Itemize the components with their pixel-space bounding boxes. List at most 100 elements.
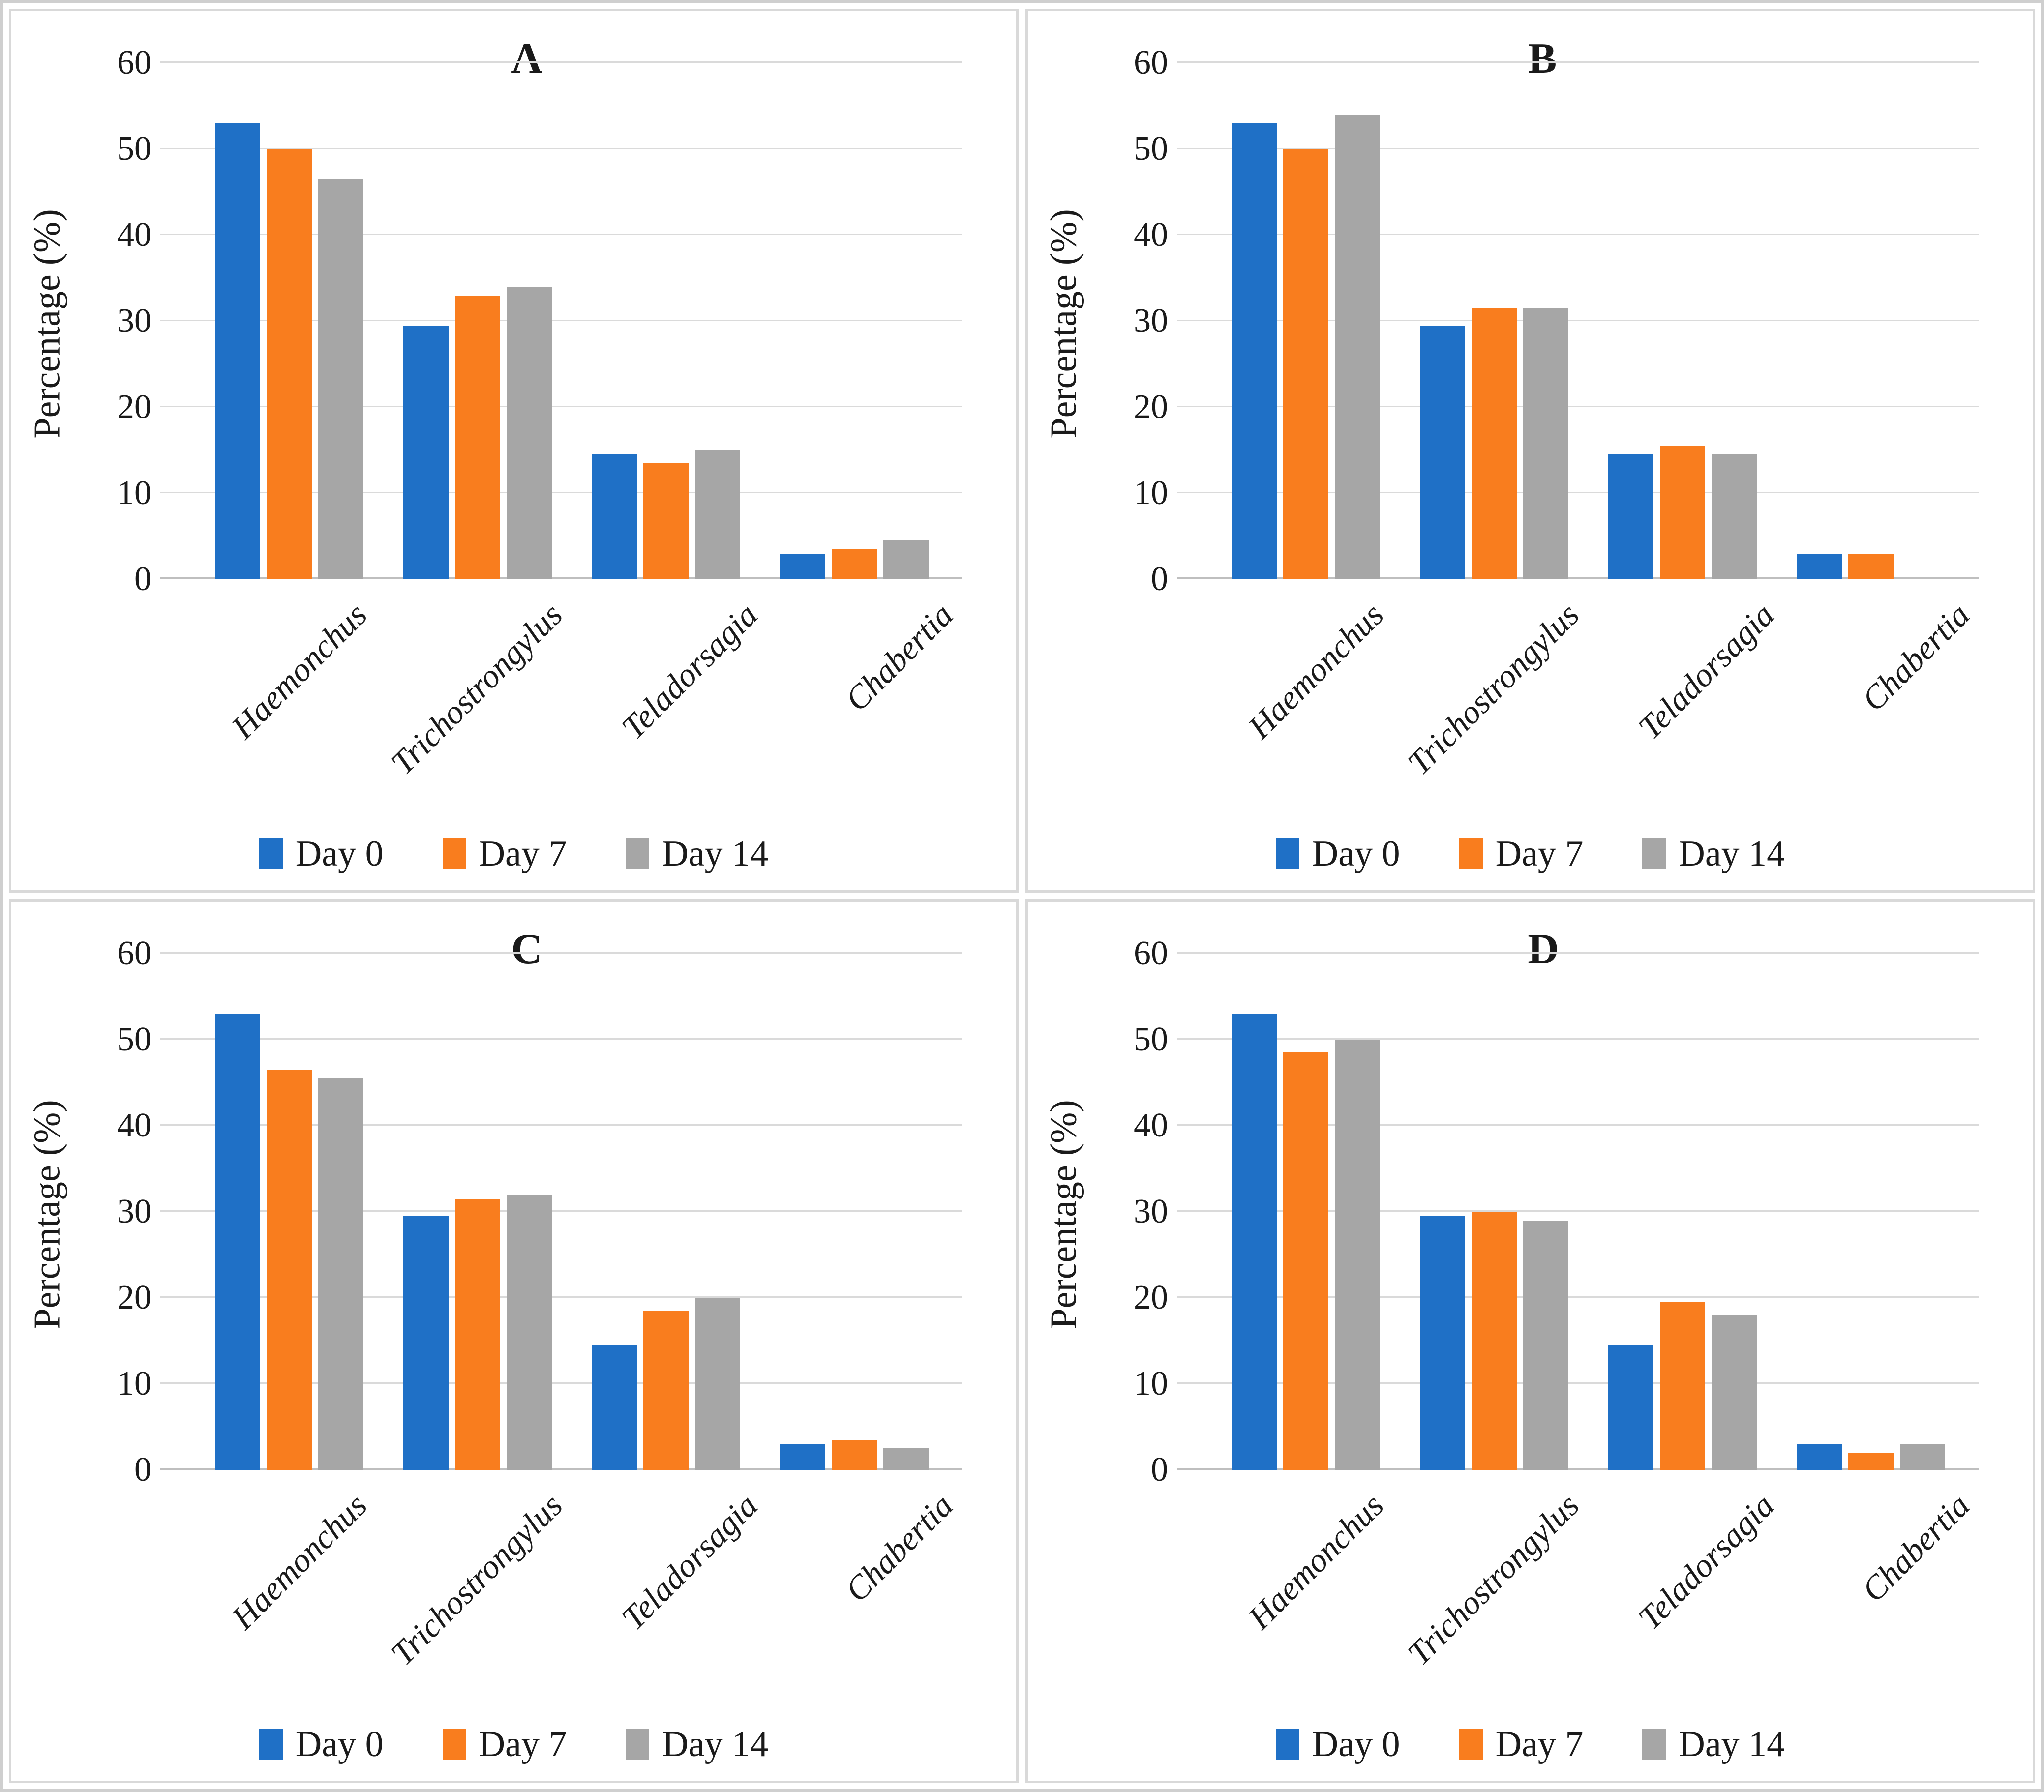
x-category-label: Haemonchus	[1241, 1486, 1391, 1637]
gridline	[1177, 492, 1979, 493]
bar-group-teladorsagia	[571, 63, 760, 579]
y-axis-title-text: Percentage (%)	[26, 1099, 68, 1329]
y-tick-label: 10	[1134, 1365, 1168, 1403]
legend-item-day7: Day 7	[442, 1726, 567, 1762]
x-axis-line	[1177, 577, 1979, 579]
bar-day7-teladorsagia	[643, 463, 689, 579]
bar-day0-trichostrongylus	[403, 325, 449, 579]
legend: Day 0 Day 7 Day 14	[1028, 1712, 2033, 1776]
legend-swatch-icon	[442, 838, 466, 869]
bar-groups	[181, 63, 962, 579]
bar-group-teladorsagia	[571, 954, 760, 1470]
bar-groups	[1198, 954, 1979, 1470]
chart-title-letter: C	[511, 926, 543, 973]
legend-item-day0: Day 0	[259, 1726, 384, 1762]
bar-group-haemonchus	[1211, 954, 1400, 1470]
y-tick-label: 50	[117, 1020, 151, 1058]
bar-day0-haemonchus	[1231, 1014, 1277, 1470]
x-label-cell: Trichostrongylus	[1393, 582, 1588, 813]
bar-day14-trichostrongylus	[1523, 308, 1568, 579]
legend-label: Day 0	[295, 1724, 384, 1764]
bar-group-haemonchus	[195, 954, 383, 1470]
y-tick-label: 60	[1134, 934, 1168, 972]
x-category-label: Haemonchus	[224, 596, 374, 746]
y-tick-label: 60	[117, 934, 151, 972]
legend-swatch-icon	[259, 1729, 283, 1760]
legend: Day 0 Day 7 Day 14	[11, 1712, 1016, 1776]
y-tick-label: 30	[1134, 302, 1168, 340]
y-axis-title-text: Percentage (%)	[1043, 1099, 1084, 1329]
legend-swatch-icon	[1275, 838, 1299, 869]
y-axis-title: Percentage (%)	[20, 956, 74, 1472]
x-category-label: Chabertia	[838, 596, 960, 718]
bar-day7-chabertia	[831, 1439, 877, 1470]
x-label-cell: Chabertia	[1783, 582, 1979, 813]
x-axis-labels: Haemonchus Trichostrongylus Teladorsagia Ch…	[181, 1472, 962, 1703]
legend-item-day14: Day 14	[626, 1726, 768, 1762]
legend-item-day7: Day 7	[442, 836, 567, 872]
bar-day0-teladorsagia	[1608, 454, 1653, 579]
bar-day14-haemonchus	[318, 179, 363, 579]
chart-title-letter: A	[511, 35, 543, 83]
x-category-label: Teladorsagia	[1631, 1486, 1781, 1637]
x-axis-labels: Haemonchus Trichostrongylus Teladorsagia Ch…	[1198, 1472, 1979, 1703]
y-axis-title-text: Percentage (%)	[1043, 209, 1084, 439]
gridline	[160, 234, 962, 235]
x-category-label: Teladorsagia	[614, 1486, 765, 1637]
gridline	[160, 952, 962, 954]
y-tick-label: 30	[117, 1193, 151, 1230]
gridline	[160, 1382, 962, 1384]
gridline	[160, 320, 962, 321]
x-axis-line	[160, 1468, 962, 1470]
bar-day14-teladorsagia	[1711, 1315, 1757, 1470]
legend-item-day0: Day 0	[1275, 836, 1400, 872]
y-tick-label: 40	[1134, 1106, 1168, 1144]
x-label-cell: Haemonchus	[181, 1472, 376, 1703]
legend-swatch-icon	[1642, 838, 1666, 869]
bar-group-chabertia	[760, 954, 948, 1470]
legend-swatch-icon	[1459, 838, 1483, 869]
gridline	[1177, 1210, 1979, 1212]
x-category-label: Teladorsagia	[1631, 596, 1781, 747]
bar-day0-trichostrongylus	[1419, 325, 1465, 579]
x-category-label: Chabertia	[838, 1486, 960, 1609]
y-tick-label: 0	[1151, 1451, 1168, 1489]
bar-day7-trichostrongylus	[1471, 1212, 1517, 1470]
bar-day0-chabertia	[1796, 1444, 1842, 1470]
bar-group-chabertia	[1776, 63, 1965, 579]
legend-swatch-icon	[259, 838, 283, 869]
gridline	[1177, 1296, 1979, 1298]
legend-item-day14: Day 14	[626, 836, 768, 872]
bar-day7-teladorsagia	[643, 1311, 689, 1470]
x-category-label: Chabertia	[1854, 1486, 1977, 1609]
bar-group-trichostrongylus	[1400, 63, 1588, 579]
bar-day0-trichostrongylus	[403, 1216, 449, 1470]
y-tick-label: 10	[117, 1365, 151, 1403]
legend-label: Day 0	[295, 834, 384, 874]
legend-swatch-icon	[626, 838, 650, 869]
x-label-cell: Chabertia	[767, 1472, 962, 1703]
legend-item-day7: Day 7	[1459, 836, 1583, 872]
bar-day14-haemonchus	[1334, 1040, 1380, 1470]
y-tick-label: 20	[1134, 388, 1168, 426]
gridline	[160, 1038, 962, 1040]
bar-group-teladorsagia	[1588, 63, 1776, 579]
legend-swatch-icon	[1459, 1729, 1483, 1760]
legend-item-day7: Day 7	[1459, 1726, 1583, 1762]
bar-day7-trichostrongylus	[454, 1198, 500, 1470]
bar-day7-haemonchus	[1283, 1052, 1328, 1470]
legend-swatch-icon	[1275, 1729, 1299, 1760]
bar-day14-trichostrongylus	[506, 1195, 552, 1470]
gridline	[160, 61, 962, 63]
x-label-cell: Trichostrongylus	[376, 1472, 571, 1703]
gridline	[1177, 320, 1979, 321]
legend-swatch-icon	[1642, 1729, 1666, 1760]
bar-day7-haemonchus	[1283, 149, 1328, 579]
gridline	[1177, 1382, 1979, 1384]
bar-day14-chabertia	[1899, 1444, 1945, 1470]
bar-group-trichostrongylus	[383, 954, 571, 1470]
bar-day7-chabertia	[1848, 1453, 1894, 1470]
gridline	[160, 1124, 962, 1126]
x-category-label: Trichostrongylus	[384, 1486, 570, 1673]
bar-day14-teladorsagia	[694, 450, 740, 579]
